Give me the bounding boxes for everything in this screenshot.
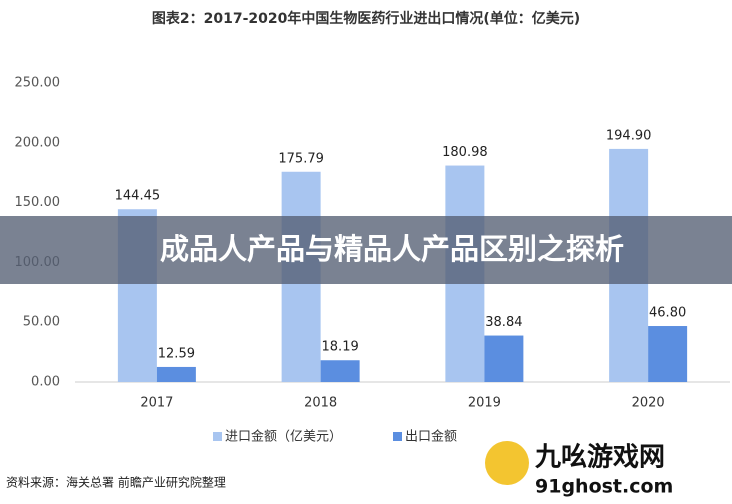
- value-label: 12.59: [158, 346, 195, 361]
- y-tick-label: 250.00: [15, 76, 61, 91]
- value-label: 38.84: [485, 315, 522, 330]
- bar: [484, 335, 524, 382]
- x-tick-label: 2020: [632, 396, 665, 411]
- logo-name: 九吆游戏网: [534, 442, 665, 473]
- banner-text: 成品人产品与精品人产品区别之探析: [160, 232, 624, 266]
- y-tick-label: 50.00: [23, 315, 60, 330]
- y-tick-label: 200.00: [15, 135, 61, 150]
- x-tick-label: 2017: [140, 396, 173, 411]
- value-label: 175.79: [278, 151, 324, 166]
- y-tick-label: 150.00: [15, 195, 61, 210]
- legend-label: 进口金额（亿美元）: [225, 429, 342, 445]
- value-label: 46.80: [649, 306, 686, 321]
- bar: [320, 360, 360, 382]
- logo-icon: [485, 441, 529, 485]
- bar: [648, 326, 688, 382]
- legend-swatch: [393, 432, 402, 441]
- legend-label: 出口金额: [405, 429, 457, 445]
- x-tick-label: 2019: [468, 396, 501, 411]
- value-label: 144.45: [115, 189, 161, 204]
- value-label: 194.90: [606, 128, 652, 143]
- legend-swatch: [213, 432, 222, 441]
- banner-bg: [0, 216, 732, 284]
- x-tick-label: 2018: [304, 396, 337, 411]
- source: 资料来源：海关总署 前瞻产业研究院整理: [6, 475, 226, 490]
- logo-domain: 91ghost.com: [535, 476, 673, 498]
- value-label: 18.19: [322, 340, 359, 355]
- plot: 0.0050.00100.00150.00200.00250.002017144…: [15, 76, 688, 445]
- value-label: 180.98: [442, 145, 488, 160]
- y-tick-label: 0.00: [31, 375, 60, 390]
- bar: [156, 366, 196, 382]
- chart-title: 图表2：2017-2020年中国生物医药行业进出口情况(单位：亿美元): [152, 10, 580, 27]
